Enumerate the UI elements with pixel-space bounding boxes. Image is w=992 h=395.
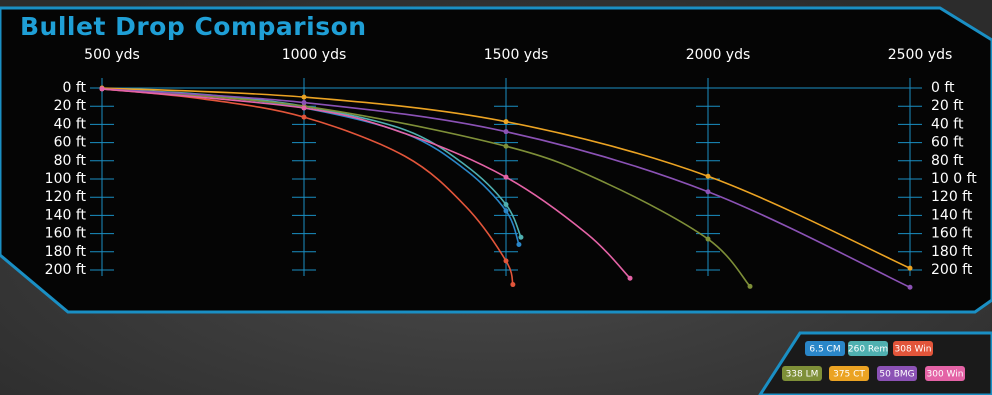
y-tick-label: 60 ft [54, 135, 87, 151]
y2-tick-label: 200 ft [931, 262, 973, 278]
y2-tick-label: 160 ft [931, 226, 973, 242]
legend-label: 308 Win [895, 345, 932, 355]
legend-swatch [877, 366, 917, 381]
x-tick-label: 1000 yds [282, 47, 347, 63]
x-tick-label: 500 yds [84, 47, 140, 63]
legend-label: 50 BMG [879, 370, 914, 380]
legend-label: 338 LM [786, 370, 819, 380]
legend: 6.5 CM 260 Rem 308 Win 338 LM 375 CT 50 BMG 30… [782, 341, 965, 381]
y-tick-label: 0 ft [62, 80, 86, 96]
data-point [503, 129, 509, 135]
x-tick-label: 1500 yds [484, 47, 549, 63]
data-point [705, 189, 711, 195]
y2-tick-label: 60 ft [931, 135, 964, 151]
y2-tick-label: 140 ft [931, 207, 973, 223]
data-point [503, 258, 509, 264]
legend-swatch [848, 341, 888, 356]
y-tick-label: 100 ft [45, 171, 87, 187]
y2-tick-label: 120 ft [931, 189, 973, 205]
y2-tick-label: 20 ft [931, 98, 964, 114]
legend-swatch [829, 366, 869, 381]
data-point [516, 242, 522, 248]
data-point [510, 282, 516, 288]
data-point [503, 119, 509, 125]
y2-tick-label: 40 ft [931, 116, 964, 132]
data-point [301, 94, 307, 100]
y2-tick-label: 10 0 ft [931, 171, 977, 187]
data-point [99, 86, 105, 92]
y-tick-label: 200 ft [45, 262, 87, 278]
y-tick-label: 80 ft [54, 153, 87, 169]
y2-tick-label: 80 ft [931, 153, 964, 169]
data-point [705, 236, 711, 242]
data-point [503, 201, 509, 207]
legend-swatch [782, 366, 822, 381]
legend-label: 375 CT [833, 370, 865, 380]
data-point [301, 105, 307, 111]
data-point [301, 114, 307, 120]
legend-label: 6.5 CM [809, 345, 840, 355]
data-point [747, 283, 753, 289]
legend-label: 300 Win [927, 370, 964, 380]
data-point [301, 100, 307, 106]
data-point [627, 275, 633, 281]
y2-tick-label: 180 ft [931, 244, 973, 260]
y2-tick-label: 0 ft [931, 80, 955, 96]
data-point [705, 173, 711, 179]
x-tick-label: 2500 yds [888, 47, 953, 63]
y-tick-label: 40 ft [54, 116, 87, 132]
data-point [518, 234, 524, 240]
drop-line [101, 88, 514, 285]
data-point [907, 265, 913, 271]
data-point [503, 174, 509, 180]
drop-line [101, 88, 631, 279]
y-tick-label: 120 ft [45, 189, 87, 205]
y-tick-label: 140 ft [45, 207, 87, 223]
y-tick-label: 180 ft [45, 244, 87, 260]
y-tick-label: 160 ft [45, 226, 87, 242]
y-tick-label: 20 ft [54, 98, 87, 114]
legend-label: 260 Rem [848, 345, 888, 355]
legend-swatch [893, 341, 933, 356]
data-point [503, 208, 509, 214]
legend-swatch [925, 366, 965, 381]
chart-panel [0, 6, 992, 314]
legend-swatch [805, 341, 845, 356]
chart-title: Bullet Drop Comparison [20, 12, 367, 41]
data-point [907, 284, 913, 290]
data-point [503, 143, 509, 149]
x-tick-label: 2000 yds [686, 47, 751, 63]
